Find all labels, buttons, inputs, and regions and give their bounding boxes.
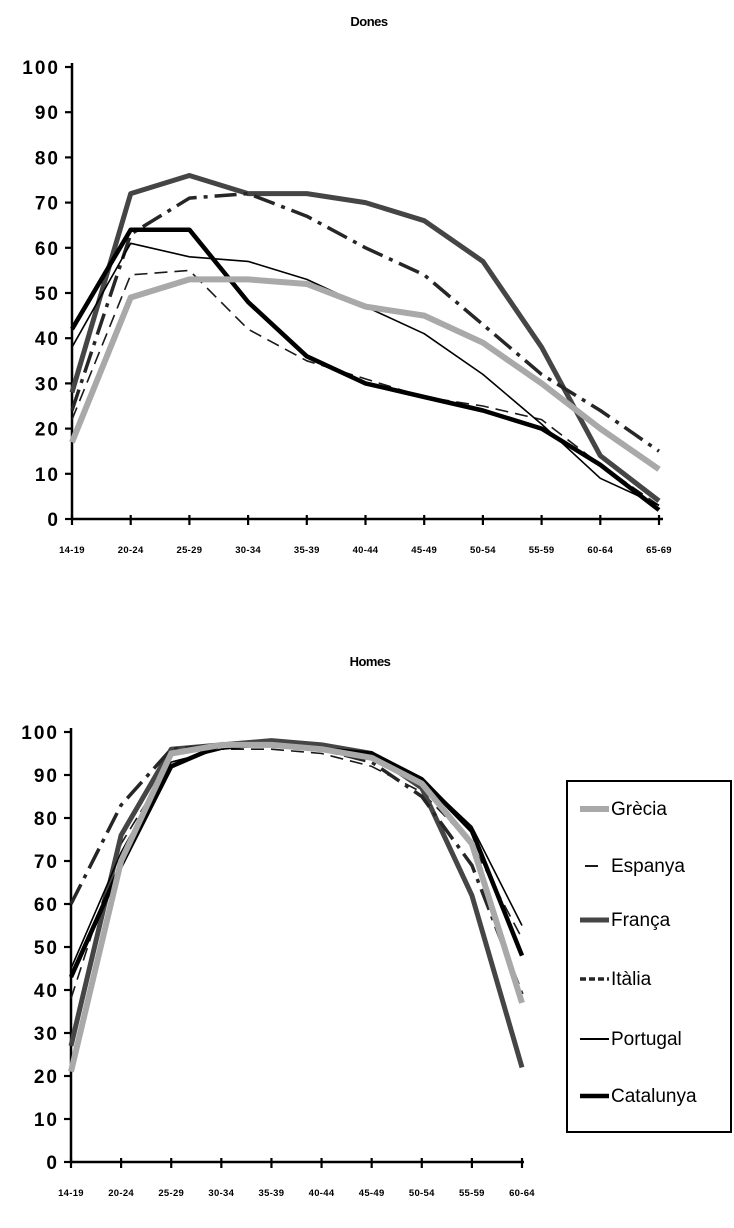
y-tick-label: 10 — [34, 1110, 59, 1131]
y-tick-label: 50 — [35, 284, 60, 305]
x-tick-label: 20-24 — [108, 1188, 134, 1199]
x-tick-label: 50-54 — [409, 1188, 435, 1199]
y-tick-label: 80 — [34, 809, 59, 830]
y-tick-label: 30 — [34, 1024, 59, 1045]
x-tick-label: 55-59 — [459, 1188, 485, 1199]
series-line-espanya — [71, 269, 660, 507]
y-tick-label: 70 — [35, 194, 60, 215]
y-tick-label: 70 — [34, 852, 59, 873]
series-line-italia — [70, 191, 660, 453]
legend-label-grecia: Grècia — [611, 799, 667, 820]
y-tick-label: 60 — [35, 239, 60, 260]
legend-label-franca: França — [611, 910, 671, 931]
x-tick-label: 55-59 — [529, 545, 555, 556]
y-tick-label: 20 — [35, 420, 60, 441]
legend-label-italia: Itàlia — [611, 969, 652, 990]
series-line-portugal — [71, 242, 660, 507]
x-tick-label: 14-19 — [59, 545, 85, 556]
x-tick-label: 35-39 — [294, 545, 320, 556]
x-tick-label: 45-49 — [411, 545, 437, 556]
y-tick-label: 90 — [34, 766, 59, 787]
y-tick-label: 40 — [34, 981, 59, 1002]
y-tick-label: 90 — [35, 103, 60, 124]
y-tick-label: 40 — [35, 329, 60, 350]
x-tick-label: 50-54 — [470, 545, 496, 556]
y-tick-label: 100 — [21, 723, 59, 744]
x-tick-label: 40-44 — [353, 545, 379, 556]
legend: Grècia Espanya França Itàlia Portugal Catalun… — [566, 780, 732, 1133]
y-tick-label: 50 — [34, 938, 59, 959]
chart-homes: 0 10 20 30 40 50 60 70 80 90 100 14-19 20-24 25-29 30-… — [21, 723, 535, 1199]
y-tick-label: 30 — [35, 374, 60, 395]
series-line-franca — [68, 738, 525, 1069]
series-line-italia — [69, 743, 524, 995]
legend-box — [566, 780, 732, 1133]
y-tick-label: 10 — [35, 465, 60, 486]
y-tick-label: 0 — [46, 1153, 59, 1174]
chart-dones: 0 10 20 30 40 50 60 70 80 90 100 14-19 20-24 25-29 30-… — [22, 58, 672, 556]
x-tick-label: 35-39 — [259, 1188, 285, 1199]
series-line-franca — [69, 173, 661, 503]
x-tick-label: 30-34 — [208, 1188, 234, 1199]
x-tick-label: 60-64 — [509, 1188, 535, 1199]
chart-title-dones: Dones — [350, 14, 388, 29]
x-tick-label: 25-29 — [176, 545, 202, 556]
x-tick-label: 20-24 — [118, 545, 144, 556]
chart-title-homes: Homes — [350, 654, 391, 669]
x-tick-label: 14-19 — [58, 1188, 84, 1199]
y-tick-label: 80 — [35, 148, 60, 169]
x-tick-label: 25-29 — [158, 1188, 184, 1199]
y-tick-label: 0 — [47, 510, 60, 531]
legend-label-portugal: Portugal — [611, 1029, 682, 1050]
x-tick-label: 65-69 — [646, 545, 672, 556]
y-tick-label: 60 — [34, 895, 59, 916]
x-tick-label: 30-34 — [235, 545, 261, 556]
y-tick-label: 20 — [34, 1067, 59, 1088]
x-tick-label: 40-44 — [309, 1188, 335, 1199]
x-tick-label: 45-49 — [359, 1188, 385, 1199]
y-tick-label: 100 — [22, 58, 60, 79]
series-line-catalunya — [70, 227, 661, 512]
series-line-grecia — [68, 741, 525, 1073]
legend-label-catalunya: Catalunya — [611, 1086, 697, 1107]
legend-label-espanya: Espanya — [611, 856, 685, 877]
series-line-grecia — [69, 276, 661, 472]
x-tick-label: 60-64 — [587, 545, 613, 556]
